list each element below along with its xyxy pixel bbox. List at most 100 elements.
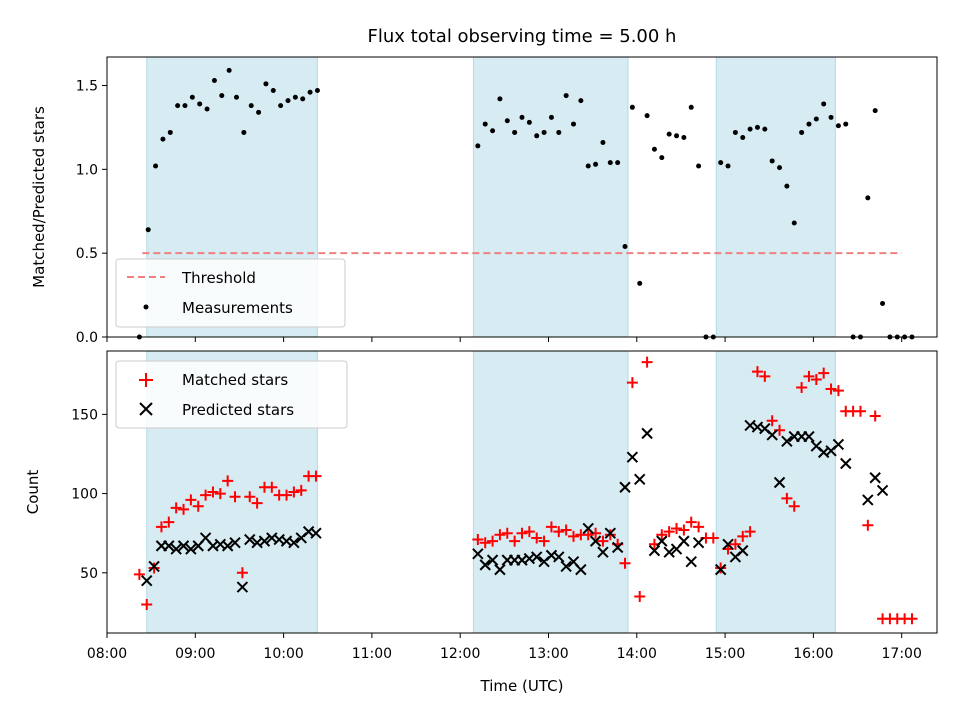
bottom-legend: Matched stars Predicted stars bbox=[115, 360, 348, 429]
matched-point-47 bbox=[626, 377, 638, 389]
top-legend-box bbox=[115, 258, 346, 328]
matched-point-16 bbox=[244, 491, 256, 503]
predicted-point-50 bbox=[656, 535, 668, 547]
matched-point-66 bbox=[766, 415, 778, 427]
measurement-point-15 bbox=[241, 129, 247, 135]
measurement-point-33 bbox=[526, 119, 532, 125]
predicted-point-76 bbox=[876, 484, 889, 497]
bottom-matched-points bbox=[133, 356, 918, 625]
top-y-tick-label-2: 0.5 bbox=[76, 246, 98, 262]
measurement-point-31 bbox=[512, 129, 518, 135]
matched-point-80 bbox=[869, 410, 881, 422]
matched-point-15 bbox=[236, 567, 248, 579]
matched-point-23 bbox=[295, 484, 307, 496]
measurement-point-54 bbox=[681, 134, 687, 140]
measurement-point-59 bbox=[718, 160, 724, 166]
measurement-point-36 bbox=[548, 114, 554, 120]
bottom-y-axis-label: Count bbox=[24, 470, 42, 515]
legend-predicted-label: Predicted stars bbox=[182, 401, 294, 419]
matched-point-52 bbox=[663, 526, 675, 538]
matched-point-69 bbox=[788, 500, 800, 512]
measurement-point-64 bbox=[754, 124, 760, 130]
predicted-point-74 bbox=[862, 494, 874, 506]
predicted-point-21 bbox=[288, 536, 300, 549]
measurement-point-32 bbox=[519, 114, 525, 120]
measurement-point-52 bbox=[666, 131, 672, 137]
matched-point-61 bbox=[729, 538, 741, 550]
matched-point-64 bbox=[751, 366, 763, 378]
matched-point-59 bbox=[715, 562, 727, 574]
matched-point-63 bbox=[744, 526, 756, 538]
measurement-point-68 bbox=[784, 183, 790, 189]
measurement-point-20 bbox=[278, 103, 284, 109]
matched-point-31 bbox=[509, 535, 521, 547]
measurement-point-43 bbox=[600, 140, 606, 146]
measurement-point-74 bbox=[828, 114, 834, 120]
legend-measurements-swatch bbox=[143, 304, 149, 310]
measurement-point-60 bbox=[725, 163, 731, 169]
measurement-point-10 bbox=[204, 106, 210, 112]
predicted-point-48 bbox=[641, 427, 653, 440]
measurement-point-76 bbox=[843, 121, 849, 127]
matched-point-1 bbox=[133, 568, 145, 580]
measurement-point-22 bbox=[292, 94, 298, 100]
predicted-point-45 bbox=[619, 481, 631, 493]
measurement-point-63 bbox=[747, 126, 753, 132]
predicted-point-40 bbox=[582, 522, 594, 535]
matched-point-49 bbox=[641, 356, 653, 368]
matched-point-68 bbox=[781, 492, 793, 504]
predicted-point-49 bbox=[648, 544, 661, 557]
measurement-point-53 bbox=[674, 133, 680, 139]
predicted-point-51 bbox=[663, 546, 675, 558]
predicted-point-73 bbox=[840, 457, 852, 470]
measurement-point-50 bbox=[651, 146, 657, 152]
matched-point-71 bbox=[803, 370, 815, 382]
measurement-point-27 bbox=[482, 121, 488, 127]
measurement-point-40 bbox=[578, 98, 584, 104]
measurement-point-21 bbox=[285, 98, 291, 104]
matched-point-10 bbox=[200, 489, 212, 501]
measurement-point-48 bbox=[637, 280, 643, 286]
top-shaded-intervals bbox=[146, 56, 836, 338]
matched-point-28 bbox=[487, 535, 499, 547]
matched-point-54 bbox=[678, 524, 690, 536]
measurement-point-2 bbox=[145, 227, 151, 233]
bottom-y-axis-ticks: 50 100 150 bbox=[71, 407, 107, 582]
x-tick-label-4: 11:00 bbox=[352, 646, 392, 662]
matched-point-44 bbox=[604, 529, 616, 541]
top-y-tick-label-3: 1.0 bbox=[76, 162, 98, 178]
measurement-point-13 bbox=[226, 67, 232, 73]
predicted-point-54 bbox=[685, 556, 697, 568]
matched-point-29 bbox=[494, 529, 506, 541]
predicted-point-47 bbox=[634, 473, 646, 486]
predicted-point-41 bbox=[589, 535, 602, 547]
x-tick-label-1: 08:00 bbox=[87, 646, 127, 662]
measurement-point-9 bbox=[197, 101, 203, 107]
matched-point-34 bbox=[531, 532, 543, 544]
predicted-point-5 bbox=[170, 543, 182, 555]
predicted-point-43 bbox=[604, 527, 617, 539]
predicted-point-2 bbox=[148, 560, 160, 573]
predicted-point-57 bbox=[722, 538, 734, 550]
matched-point-75 bbox=[832, 385, 844, 397]
measurement-point-16 bbox=[248, 103, 254, 109]
predicted-point-36 bbox=[553, 551, 565, 563]
predicted-point-63 bbox=[766, 429, 778, 441]
matched-point-39 bbox=[568, 530, 580, 542]
bottom-y-tick-label-3: 150 bbox=[71, 407, 98, 423]
matched-point-70 bbox=[796, 381, 808, 393]
measurement-point-42 bbox=[593, 161, 599, 167]
measurement-point-38 bbox=[563, 93, 569, 99]
measurement-point-67 bbox=[777, 165, 783, 171]
predicted-point-28 bbox=[494, 563, 506, 576]
matched-point-26 bbox=[472, 534, 484, 546]
matched-point-62 bbox=[737, 530, 749, 542]
measurement-point-29 bbox=[497, 96, 503, 102]
top-y-axis-ticks: 0.0 0.5 1.0 1.5 bbox=[76, 79, 107, 346]
x-tick-label-2: 09:00 bbox=[175, 646, 215, 662]
matched-point-46 bbox=[619, 557, 631, 569]
measurement-point-5 bbox=[167, 129, 173, 135]
top-measurement-points bbox=[136, 67, 915, 340]
predicted-point-17 bbox=[258, 535, 271, 547]
